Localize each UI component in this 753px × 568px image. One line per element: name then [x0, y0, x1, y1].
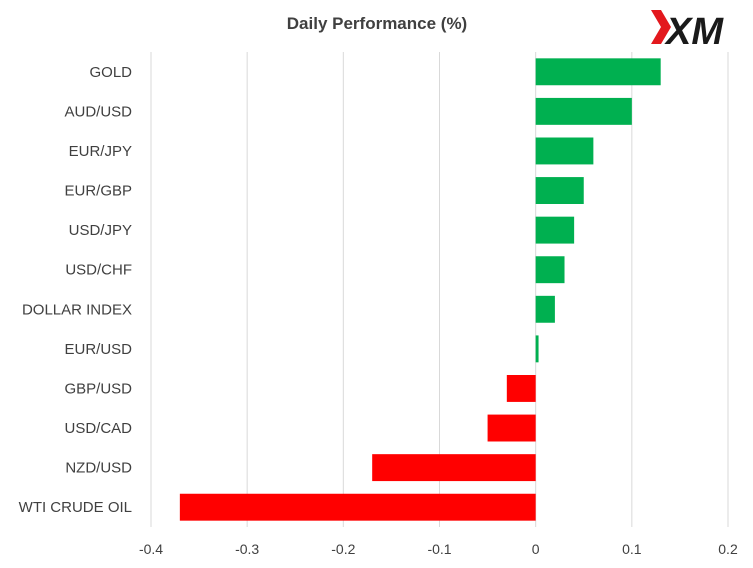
category-label: DOLLAR INDEX: [22, 301, 132, 318]
category-labels: GOLD AUD/USD EUR/JPY EUR/GBP USD/JPY USD/CHF D…: [19, 64, 133, 516]
category-label: AUD/USD: [64, 103, 132, 120]
x-tick-label: -0.1: [427, 541, 451, 557]
x-tick-label: 0: [532, 541, 540, 557]
bar: [372, 454, 536, 482]
bar: [535, 216, 575, 244]
x-tick-label: -0.4: [139, 541, 163, 557]
category-label: USD/CAD: [64, 420, 132, 437]
grid-lines: [150, 52, 729, 527]
category-label: GBP/USD: [64, 380, 132, 397]
category-label: NZD/USD: [65, 460, 132, 477]
category-label: USD/JPY: [69, 222, 132, 239]
category-label: GOLD: [89, 64, 132, 81]
xm-logo-mark: [651, 10, 671, 44]
bar: [535, 335, 539, 363]
category-label: EUR/USD: [64, 341, 132, 358]
bar: [506, 375, 536, 402]
category-label: EUR/GBP: [64, 183, 132, 200]
bar: [535, 177, 584, 204]
bar: [535, 58, 661, 86]
bar: [535, 256, 565, 284]
category-label: EUR/JPY: [69, 143, 132, 160]
category-label: WTI CRUDE OIL: [19, 499, 132, 516]
x-axis-tick-labels: -0.4 -0.3 -0.2 -0.1 0 0.1 0.2: [139, 541, 738, 557]
bar: [535, 137, 594, 165]
x-tick-label: 0.1: [622, 541, 642, 557]
bar: [535, 97, 632, 125]
bar: [179, 493, 536, 521]
x-tick-label: -0.3: [235, 541, 259, 557]
xm-logo-text: XM: [664, 11, 724, 53]
x-tick-label: -0.2: [331, 541, 355, 557]
chart-title: Daily Performance (%): [287, 14, 467, 33]
category-label: USD/CHF: [65, 262, 132, 279]
bar: [487, 414, 536, 442]
bars: [179, 58, 661, 521]
xm-logo: XM: [651, 10, 724, 53]
bar: [535, 295, 555, 323]
x-tick-label: 0.2: [718, 541, 738, 557]
